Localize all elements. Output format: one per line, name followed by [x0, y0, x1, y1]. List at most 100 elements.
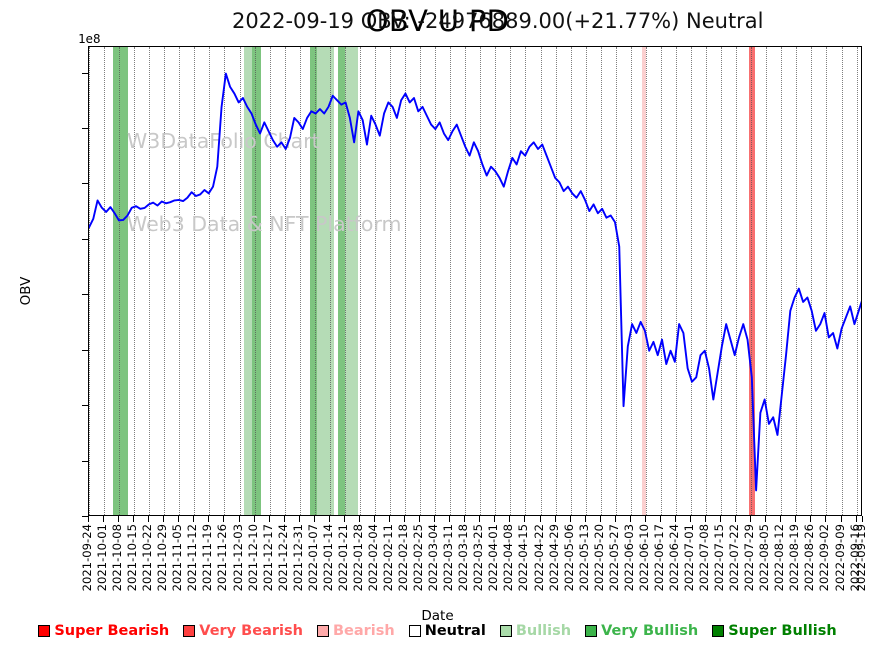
- legend-swatch-icon: [585, 625, 598, 637]
- x-tick-mark: [862, 516, 863, 522]
- legend-item-very-bullish[interactable]: Very Bullish: [578, 623, 705, 639]
- x-tick-label: 2022-09-19: [854, 524, 868, 592]
- y-tick-mark: [82, 460, 88, 462]
- annotation-readout: 2022-09-19 OBV: -24976889.00(+21.77%) Ne…: [232, 9, 764, 33]
- legend-item-super-bearish[interactable]: Super Bearish: [31, 623, 176, 639]
- x-tick-label: 2022-04-29: [546, 524, 561, 592]
- legend-swatch-icon: [408, 625, 421, 637]
- x-tick-mark: [464, 516, 466, 522]
- gridline: [104, 47, 106, 515]
- x-tick-label: 2022-04-22: [531, 524, 546, 592]
- x-tick-label: 2022-08-26: [802, 524, 817, 592]
- x-tick-label: 2022-07-08: [697, 524, 712, 592]
- gridline: [555, 47, 557, 515]
- x-tick-mark: [644, 516, 646, 522]
- y-tick-mark: [82, 516, 88, 517]
- x-tick-mark: [750, 516, 752, 522]
- x-tick-label: 2022-08-19: [787, 524, 802, 592]
- legend-label: Very Bullish: [601, 623, 699, 639]
- gridline: [359, 47, 361, 515]
- x-tick-mark: [629, 516, 631, 522]
- x-tick-mark: [479, 516, 481, 522]
- x-tick-mark: [765, 516, 767, 522]
- x-tick-label: 2021-12-10: [245, 524, 260, 592]
- x-tick-label: 2022-07-15: [712, 524, 727, 592]
- x-tick-label: 2022-02-11: [381, 524, 395, 592]
- x-tick-mark: [343, 516, 345, 522]
- x-tick-mark: [705, 516, 707, 522]
- plot-area: W3DataFolio Chart Web3 Data & NFT Platfo…: [88, 46, 862, 516]
- y-tick-mark: [82, 349, 88, 351]
- signal-band-very-bullish: [310, 47, 317, 515]
- x-tick-label: 2022-02-18: [396, 524, 411, 592]
- legend-item-very-bearish[interactable]: Very Bearish: [176, 623, 310, 639]
- x-tick-mark: [494, 516, 496, 522]
- gridline: [119, 47, 121, 515]
- gridline: [630, 47, 632, 515]
- x-tick-label: 2022-01-14: [320, 524, 335, 592]
- x-tick-label: 2022-04-01: [486, 524, 501, 592]
- signal-band-bearish: [641, 47, 646, 515]
- signal-band-very-bullish: [338, 47, 345, 515]
- plot-inner: W3DataFolio Chart Web3 Data & NFT Platfo…: [89, 47, 861, 515]
- gridline: [209, 47, 211, 515]
- x-tick-label: 2022-03-25: [471, 524, 486, 592]
- x-tick-mark: [88, 516, 89, 522]
- gridline: [691, 47, 692, 515]
- gridline: [480, 47, 482, 515]
- signal-band-very-bullish: [112, 47, 128, 515]
- legend-label: Neutral: [424, 623, 486, 639]
- y-tick-mark: [82, 405, 88, 407]
- x-tick-mark: [253, 516, 255, 522]
- x-tick-label: 2021-12-31: [290, 524, 305, 592]
- gridline: [645, 47, 647, 515]
- gridline: [299, 47, 301, 515]
- gridline: [164, 47, 166, 515]
- x-axis-title: Date: [421, 608, 454, 624]
- legend-label: Bearish: [332, 623, 395, 639]
- x-tick-mark: [614, 516, 616, 522]
- x-tick-label: 2022-01-28: [350, 524, 365, 592]
- x-tick-mark: [313, 516, 315, 522]
- page-title: OBV U PD: [365, 4, 510, 38]
- x-tick-mark: [554, 516, 556, 522]
- legend-item-bearish[interactable]: Bearish: [310, 623, 402, 639]
- legend-item-neutral[interactable]: Neutral: [402, 623, 493, 639]
- gridline: [600, 47, 602, 515]
- x-tick-label: 2021-10-15: [125, 524, 140, 592]
- gridline: [450, 47, 452, 515]
- x-tick-label: 2022-02-25: [411, 524, 426, 592]
- x-tick-mark: [795, 516, 797, 522]
- gridline: [495, 47, 497, 515]
- x-tick-mark: [599, 516, 601, 522]
- x-tick-mark: [118, 516, 120, 522]
- x-tick-label: 2022-03-04: [426, 524, 441, 592]
- legend-item-super-bullish[interactable]: Super Bullish: [705, 623, 843, 639]
- x-tick-label: 2022-05-06: [561, 524, 576, 592]
- gridline: [374, 47, 376, 515]
- x-tick-label: 2022-09-02: [817, 524, 832, 592]
- x-tick-label: 2021-12-24: [275, 524, 290, 592]
- x-tick-mark: [569, 516, 571, 522]
- x-tick-mark: [328, 516, 330, 522]
- gridline: [721, 47, 723, 515]
- gridline: [465, 47, 467, 515]
- x-tick-label: 2022-03-11: [441, 524, 456, 592]
- gridline: [751, 47, 753, 515]
- x-tick-label: 2022-06-03: [621, 524, 636, 592]
- legend-item-bullish[interactable]: Bullish: [493, 623, 578, 639]
- gridline: [405, 47, 407, 515]
- x-tick-mark: [389, 516, 390, 522]
- gridline: [254, 47, 256, 515]
- x-tick-mark: [163, 516, 165, 522]
- gridline: [660, 47, 662, 515]
- x-tick-mark: [298, 516, 300, 522]
- x-tick-mark: [268, 516, 270, 522]
- signal-band-bullish: [344, 47, 358, 515]
- gridline: [570, 47, 572, 515]
- x-tick-mark: [404, 516, 406, 522]
- x-tick-mark: [283, 516, 285, 522]
- x-tick-label: 2021-12-03: [230, 524, 245, 592]
- x-tick-label: 2022-05-13: [576, 524, 591, 592]
